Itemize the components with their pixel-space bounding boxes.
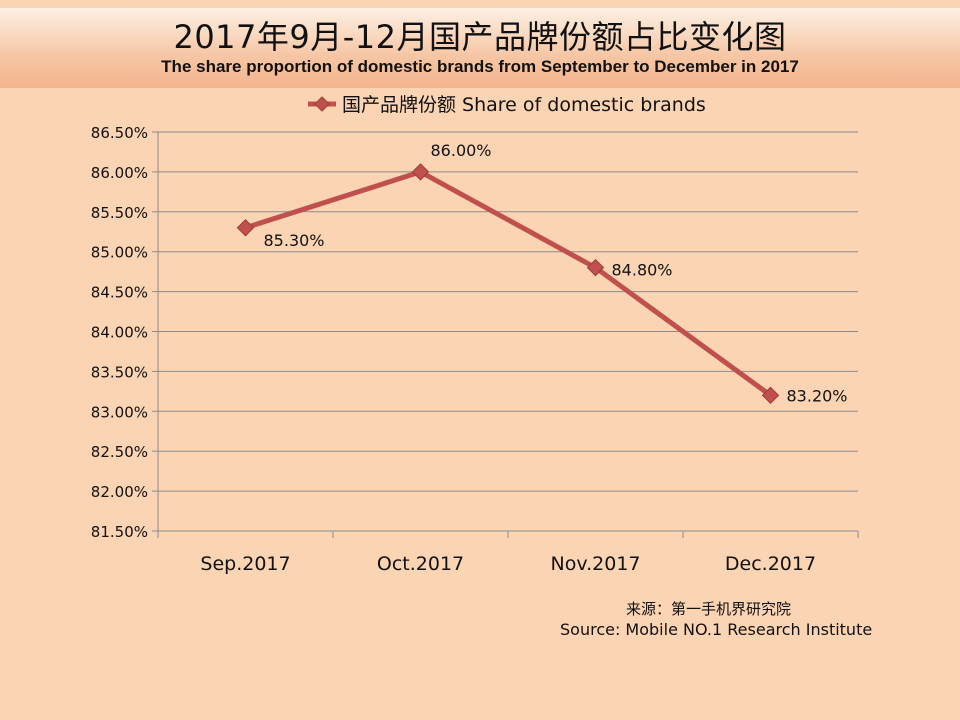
legend-label: 国产品牌份额 Share of domestic brands — [342, 94, 706, 116]
x-tick-label: Nov.2017 — [551, 553, 641, 575]
data-label: 85.30% — [264, 231, 325, 250]
chart-title: 2017年9月-12月国产品牌份额占比变化图 — [173, 18, 787, 56]
x-tick-label: Oct.2017 — [377, 553, 464, 575]
y-tick-label: 86.50% — [91, 124, 148, 142]
y-tick-label: 84.50% — [91, 284, 148, 302]
data-point-marker — [586, 258, 605, 277]
x-tick-label: Sep.2017 — [200, 553, 290, 575]
source-en: Source: Mobile NO.1 Research Institute — [560, 620, 873, 639]
chart-subtitle: The share proportion of domestic brands … — [161, 57, 799, 76]
y-tick-label: 85.00% — [91, 244, 148, 262]
y-tick-label: 85.50% — [91, 204, 148, 222]
data-point-marker — [236, 219, 255, 237]
y-tick-label: 83.50% — [91, 363, 148, 381]
legend-marker — [314, 96, 330, 112]
x-tick-label: Dec.2017 — [725, 553, 816, 575]
data-label: 83.20% — [787, 386, 848, 405]
data-point-marker — [761, 386, 780, 405]
data-label: 84.80% — [612, 261, 673, 280]
y-tick-label: 83.00% — [91, 403, 148, 421]
y-tick-label: 82.00% — [91, 483, 148, 501]
series-line — [244, 169, 772, 398]
y-tick-label: 86.00% — [91, 164, 148, 182]
y-tick-label: 82.50% — [91, 443, 148, 461]
y-tick-label: 81.50% — [91, 523, 148, 541]
y-tick-label: 84.00% — [91, 324, 148, 342]
data-point-marker — [411, 163, 430, 181]
title-band — [0, 8, 960, 88]
data-label: 86.00% — [431, 141, 492, 160]
source-cn: 来源：第一手机界研究院 — [626, 600, 792, 618]
